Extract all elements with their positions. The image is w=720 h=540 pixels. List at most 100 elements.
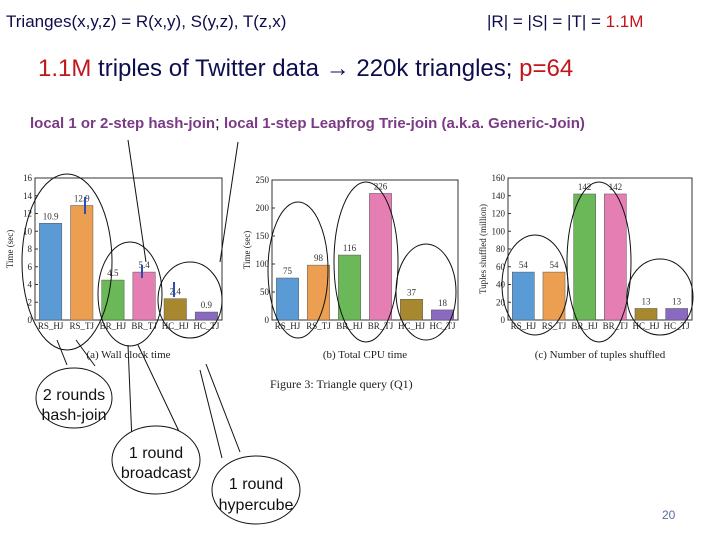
x-tick-label: BR_HJ	[100, 321, 127, 331]
y-tick-label: 50	[260, 287, 270, 297]
svg-text:broadcast: broadcast	[121, 465, 192, 482]
chart-frame	[271, 179, 459, 321]
data-label: 54	[519, 260, 529, 270]
page-number: 20	[662, 508, 676, 522]
dataset-summary: 1.1M triples of Twitter data → 220k tria…	[38, 55, 574, 82]
svg-text:2 rounds: 2 rounds	[43, 387, 105, 404]
bar-rs_tj	[70, 205, 94, 321]
y-tick-label: 12	[23, 209, 32, 219]
y-tick-label: 60	[496, 262, 506, 272]
leapfrog-join-label: local 1-step Leapfrog Trie-join (a.k.a. …	[219, 115, 585, 132]
x-tick-label: BR_HJ	[571, 321, 598, 331]
data-label: 226	[374, 181, 388, 191]
relation-sizes: |R| = |S| = |T| = 1.1M	[487, 12, 644, 31]
bar-hc_tj	[431, 309, 454, 321]
x-tick-label: HC_HJ	[162, 321, 190, 331]
callout-rounds-hashjoin: 2 rounds hash-join	[35, 367, 113, 429]
data-label: 37	[407, 287, 417, 297]
x-tick-label: BR_TJ	[131, 321, 157, 331]
y-tick-label: 40	[496, 280, 506, 290]
y-tick-label: 100	[492, 226, 506, 236]
data-label: 10.9	[43, 211, 59, 221]
bar-br_hj	[573, 193, 596, 321]
x-tick-label: HC_HJ	[398, 321, 426, 331]
svg-text:1 round: 1 round	[229, 476, 283, 493]
x-tick-label: BR_TJ	[368, 321, 394, 331]
svg-text:1 round: 1 round	[129, 445, 183, 462]
data-label: 142	[609, 182, 623, 192]
chart-frame	[34, 177, 223, 321]
bar-hc_hj	[400, 299, 423, 321]
bar-br_tj	[604, 193, 627, 321]
svg-text:hypercube: hypercube	[219, 497, 294, 514]
callout-broadcast: 1 round broadcast	[111, 425, 201, 495]
y-tick-label: 14	[23, 191, 33, 201]
y-tick-label: 160	[492, 173, 506, 183]
y-tick-label: 8	[28, 244, 33, 254]
bar-hc_hj	[163, 298, 187, 321]
chart-caption: (c) Number of tuples shuffled	[535, 349, 666, 361]
x-tick-label: BR_TJ	[603, 321, 629, 331]
x-tick-label: RS_HJ	[511, 321, 537, 331]
bar-br_tj	[369, 193, 392, 321]
y-tick-label: 0	[28, 315, 33, 325]
ellipse-shuffle-br	[566, 181, 632, 343]
ellipse-rounds-hashjoin	[21, 173, 113, 351]
x-tick-label: HC_TJ	[429, 321, 456, 331]
data-label: 142	[578, 182, 592, 192]
x-tick-label: RS_HJ	[38, 321, 64, 331]
ellipse-cpu-hc	[395, 243, 457, 341]
ellipse-cpu-br	[333, 181, 399, 343]
y-tick-label: 120	[492, 209, 506, 219]
hash-join-label: local 1 or 2-step hash-join	[30, 115, 216, 132]
query-title: Trianges(x,y,z) = R(x,y), S(y,z), T(z,x)	[6, 12, 287, 31]
x-tick-label: BR_HJ	[336, 321, 363, 331]
bar-br_hj	[338, 254, 361, 321]
y-tick-label: 16	[23, 173, 33, 183]
x-tick-label: HC_HJ	[632, 321, 660, 331]
y-tick-label: 140	[492, 191, 506, 201]
y-tick-label: 20	[496, 297, 506, 307]
y-axis-label: Time (sec)	[242, 231, 252, 269]
figure-caption: Figure 3: Triangle query (Q1)	[270, 377, 413, 391]
ellipse-cpu-rs	[267, 201, 329, 339]
data-label: 98	[314, 253, 324, 263]
arrow-icon: →	[325, 55, 350, 82]
ellipse-shuffle-hc	[626, 258, 694, 336]
join-legend: local 1 or 2-step hash-join; local 1-ste…	[30, 113, 585, 132]
bar-br_tj	[132, 271, 156, 321]
y-tick-label: 2	[28, 297, 33, 307]
bar-hc_hj	[634, 308, 658, 321]
x-tick-label: HC_TJ	[664, 321, 691, 331]
charts-group: 0 2 4 6 8 10 12 14 16 Time (sec) 10.9 RS_HJ 12.9 RS_T…	[5, 173, 693, 361]
ellipse-hypercube	[157, 261, 223, 339]
data-label: 18	[438, 298, 448, 308]
x-tick-label: RS_TJ	[306, 321, 331, 331]
bar-hc_tj	[665, 308, 688, 321]
bar-rs_hj	[276, 277, 299, 321]
bar-rs_hj	[39, 223, 63, 321]
bar-br_hj	[101, 279, 125, 321]
y-axis-label: Tuples shuffled (million)	[478, 204, 488, 294]
ellipse-broadcast	[97, 241, 163, 347]
bar-rs_hj	[512, 271, 535, 321]
callout-hypercube: 1 round hypercube	[211, 455, 301, 525]
bar-rs_tj	[542, 271, 566, 321]
callout-lines	[56, 139, 241, 459]
data-label: 0.9	[201, 300, 213, 310]
svg-text:hash-join: hash-join	[42, 407, 107, 424]
y-tick-label: 0	[265, 315, 270, 325]
data-label: 116	[343, 243, 357, 253]
y-axis-label: Time (sec)	[5, 230, 15, 268]
data-label: 13	[672, 296, 682, 306]
chart-frame	[507, 177, 693, 321]
data-label: 75	[283, 266, 293, 276]
data-label: 4.5	[107, 268, 119, 278]
data-label: 13	[642, 296, 652, 306]
bar-hc_tj	[194, 311, 218, 321]
y-tick-label: 150	[256, 231, 270, 241]
data-label: 5.4	[138, 260, 150, 270]
y-tick-label: 250	[256, 175, 270, 185]
y-tick-label: 80	[496, 244, 506, 254]
